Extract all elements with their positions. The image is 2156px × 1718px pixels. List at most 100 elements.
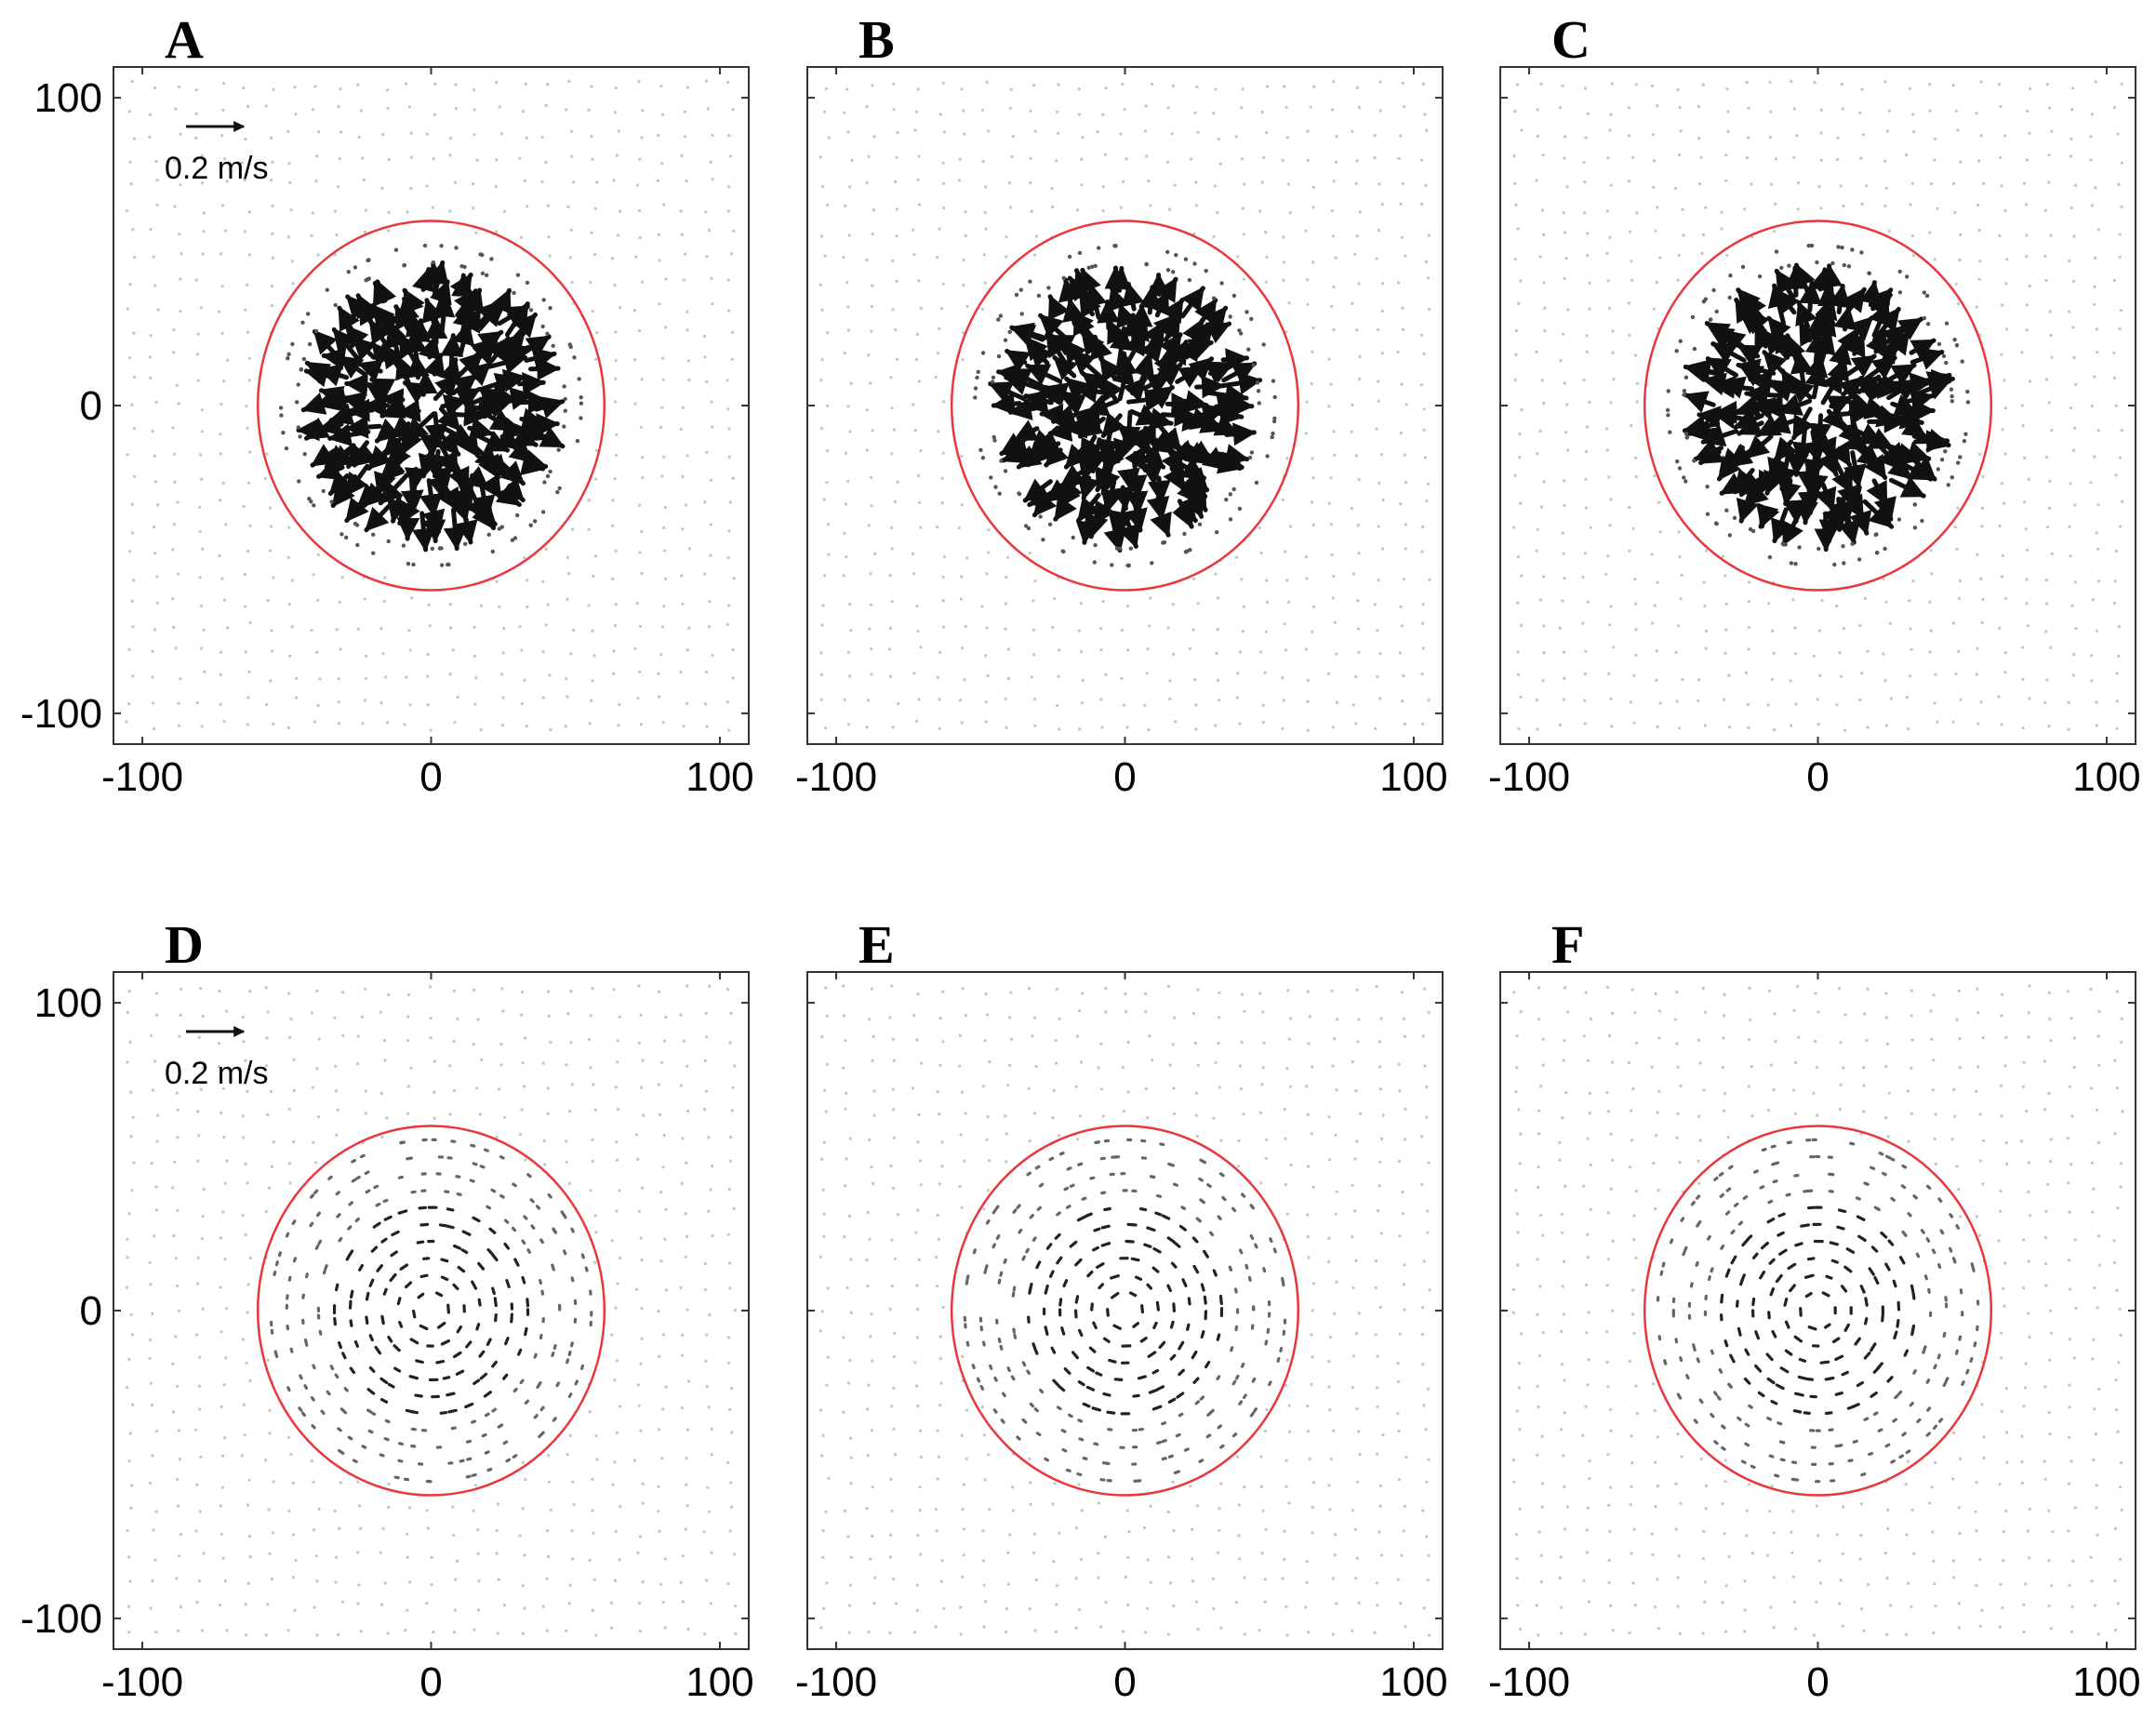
background-vector xyxy=(1516,673,1520,677)
background-vector xyxy=(1537,986,1541,990)
background-vector xyxy=(2112,601,2117,606)
background-vector xyxy=(895,234,898,238)
background-vector xyxy=(1747,106,1750,110)
background-vector xyxy=(571,1480,575,1484)
background-vector xyxy=(200,1629,205,1632)
velocity-vector xyxy=(480,271,486,276)
background-vector xyxy=(524,82,528,86)
background-vector xyxy=(820,1310,825,1313)
background-vector xyxy=(1055,987,1058,991)
background-vector xyxy=(615,1209,619,1213)
background-vector xyxy=(941,575,945,579)
background-vector xyxy=(2043,1385,2047,1389)
velocity-vector xyxy=(1021,1255,1026,1261)
background-vector xyxy=(426,652,430,657)
velocity-vector xyxy=(519,334,552,358)
background-vector xyxy=(432,1631,435,1634)
velocity-vector xyxy=(991,392,1022,416)
background-vector xyxy=(1656,1578,1659,1581)
background-vector xyxy=(173,1160,177,1164)
background-vector xyxy=(1008,1063,1012,1067)
background-vector xyxy=(915,1583,919,1587)
velocity-vector xyxy=(1175,1432,1181,1438)
background-vector xyxy=(843,1184,847,1188)
background-vector xyxy=(1426,1231,1430,1234)
background-vector xyxy=(1146,647,1150,651)
background-vector xyxy=(632,1458,637,1462)
background-vector xyxy=(1974,1089,1978,1093)
velocity-vector xyxy=(304,1340,309,1347)
background-vector xyxy=(685,1428,690,1432)
background-vector xyxy=(1099,698,1103,701)
panel-label: F xyxy=(1551,914,1584,975)
background-vector xyxy=(1676,1112,1680,1115)
background-vector xyxy=(846,130,850,134)
velocity-vector xyxy=(1052,1378,1060,1387)
background-vector xyxy=(1635,381,1639,385)
velocity-vector xyxy=(1025,1247,1030,1254)
background-vector xyxy=(2027,477,2030,482)
background-vector xyxy=(1404,1455,1408,1459)
background-vector xyxy=(725,379,729,382)
background-vector xyxy=(1516,1263,1520,1267)
background-vector xyxy=(1288,211,1292,215)
velocity-vector xyxy=(393,247,399,252)
velocity-vector xyxy=(1841,1370,1849,1377)
background-vector xyxy=(409,155,414,159)
velocity-vector xyxy=(1031,1236,1037,1242)
velocity-vector xyxy=(341,1409,348,1415)
background-vector xyxy=(1634,1189,1638,1193)
background-vector xyxy=(1515,1533,1519,1537)
background-vector xyxy=(1838,651,1842,655)
background-vector xyxy=(568,1583,572,1587)
background-vector xyxy=(2115,672,2119,675)
velocity-vector xyxy=(344,535,349,540)
background-vector xyxy=(452,1039,456,1043)
background-vector xyxy=(657,695,661,699)
background-vector xyxy=(1582,1034,1586,1038)
background-vector xyxy=(248,1378,252,1382)
background-vector xyxy=(387,992,391,997)
background-vector xyxy=(1654,992,1657,995)
velocity-vector xyxy=(1705,356,1738,380)
background-vector xyxy=(201,181,205,185)
background-vector xyxy=(1074,1085,1078,1088)
background-vector xyxy=(1054,1039,1058,1043)
background-vector xyxy=(1630,1461,1634,1465)
velocity-vector xyxy=(1737,1326,1742,1337)
background-vector xyxy=(633,646,637,650)
background-vector xyxy=(1379,1232,1383,1235)
velocity-vector xyxy=(1150,511,1172,538)
background-vector xyxy=(502,626,506,631)
background-vector xyxy=(202,1187,206,1192)
background-vector xyxy=(2120,429,2123,433)
velocity-vector xyxy=(1859,250,1864,255)
velocity-vector xyxy=(1840,1285,1848,1293)
background-vector xyxy=(1538,598,1543,602)
velocity-vector xyxy=(1113,244,1118,248)
background-vector xyxy=(541,696,545,699)
background-vector xyxy=(1584,991,1588,994)
background-vector xyxy=(1609,697,1613,700)
background-vector xyxy=(679,1580,683,1584)
velocity-vector xyxy=(1857,1234,1867,1243)
background-vector xyxy=(1311,1505,1314,1510)
background-vector xyxy=(240,161,244,165)
background-vector xyxy=(448,137,453,140)
background-vector xyxy=(937,1237,940,1241)
velocity-vector xyxy=(1054,1232,1061,1240)
background-vector xyxy=(334,209,338,213)
background-vector xyxy=(1099,1087,1103,1091)
background-vector xyxy=(1997,695,2001,699)
background-vector xyxy=(315,650,319,655)
background-vector xyxy=(1999,1356,2003,1360)
velocity-vector xyxy=(472,1216,481,1223)
background-vector xyxy=(1512,154,1516,158)
background-vector xyxy=(1288,1017,1293,1020)
background-vector xyxy=(820,1035,824,1039)
background-vector xyxy=(1285,457,1289,460)
background-vector xyxy=(1077,1483,1081,1486)
background-vector xyxy=(1680,1455,1684,1458)
background-vector xyxy=(641,1580,645,1584)
background-vector xyxy=(1029,1481,1032,1485)
